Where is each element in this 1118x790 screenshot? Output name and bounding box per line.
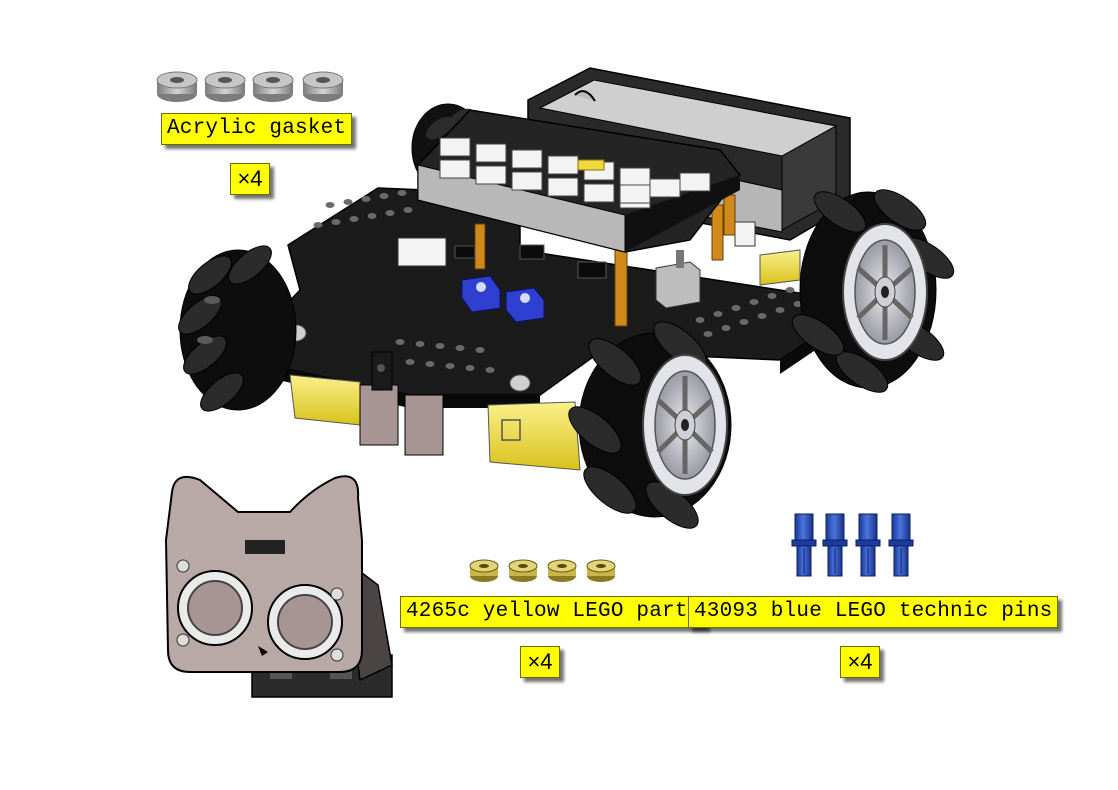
blue-pins-label: 43093 blue LEGO technic pins — [688, 596, 1059, 628]
chassis-hole — [475, 347, 485, 353]
gasket-2 — [204, 71, 246, 102]
chassis-hole — [445, 363, 455, 369]
chassis-hole — [767, 293, 777, 299]
acrylic-gaskets — [156, 71, 344, 102]
chassis-hole — [435, 343, 445, 349]
white-connector — [475, 143, 507, 163]
wheel-front-right — [568, 321, 732, 529]
chassis-hole — [361, 196, 371, 202]
wheel-front-left — [178, 245, 297, 412]
chassis-hole — [703, 331, 713, 337]
chassis-hole — [367, 213, 377, 219]
gasket-1 — [156, 71, 198, 102]
white-connector — [679, 172, 711, 192]
yellow-lego-4 — [586, 559, 616, 582]
white-connector — [511, 171, 543, 191]
white-connector — [547, 155, 579, 175]
blue-pin-4 — [888, 513, 914, 577]
white-connector — [619, 167, 651, 187]
shield-connectors — [439, 137, 711, 209]
white-connector — [649, 178, 681, 198]
yellow-lego-2 — [508, 559, 538, 582]
chassis-hole — [379, 193, 389, 199]
blue-pin-1 — [791, 513, 817, 577]
white-connector — [439, 159, 471, 179]
yellow-lego-label: 4265c yellow LEGO parts — [400, 596, 707, 628]
white-connector — [547, 177, 579, 197]
chassis-hole — [425, 361, 435, 367]
chassis-hole — [785, 287, 795, 293]
white-connector — [511, 149, 543, 169]
potentiometers — [461, 275, 545, 323]
blue-pin-2 — [822, 513, 848, 577]
chassis-hole — [349, 216, 359, 222]
yellow-lego-3 — [547, 559, 577, 582]
wheel-back-right — [791, 189, 955, 393]
expansion-shield — [417, 109, 741, 253]
chassis-hole — [343, 199, 353, 205]
chassis-hole — [403, 207, 413, 213]
gasket-3 — [252, 71, 294, 102]
chassis-hole — [395, 339, 405, 345]
chassis-hole — [485, 367, 495, 373]
chassis-hole — [405, 359, 415, 365]
chassis-hole — [397, 190, 407, 196]
chassis-hole — [739, 319, 749, 325]
chassis-hole — [775, 307, 785, 313]
chassis-hole — [757, 313, 767, 319]
white-connector — [619, 184, 651, 204]
gasket-4 — [302, 71, 344, 102]
control-board — [285, 194, 756, 392]
chassis-hole — [313, 222, 323, 228]
chassis-hole — [455, 345, 465, 351]
yellow-lego-parts — [469, 559, 616, 582]
yellow-lego-quantity: ×4 — [520, 646, 560, 678]
ultrasonic-sensor-mount — [164, 475, 393, 698]
chassis-hole — [331, 219, 341, 225]
chassis-hole — [415, 341, 425, 347]
ultrasonic-transducers — [177, 570, 343, 660]
chassis-hole — [731, 305, 741, 311]
yellow-lego-1 — [469, 559, 499, 582]
chassis-hole — [325, 202, 335, 208]
white-connector — [583, 183, 615, 203]
acrylic-gasket-label: Acrylic gasket — [161, 113, 353, 145]
blue-lego-technic-pins — [791, 513, 914, 577]
chassis-hole — [465, 365, 475, 371]
smart-car-assembly — [178, 67, 955, 529]
chassis-hole — [721, 325, 731, 331]
white-connector — [439, 137, 471, 157]
chassis-hole — [695, 317, 705, 323]
acrylic-gasket-quantity: ×4 — [230, 163, 270, 195]
blue-pin-3 — [855, 513, 881, 577]
blue-pins-quantity: ×4 — [840, 646, 880, 678]
chassis-hole — [749, 299, 759, 305]
white-connector — [475, 165, 507, 185]
chassis-hole — [385, 210, 395, 216]
chassis-hole — [713, 311, 723, 317]
